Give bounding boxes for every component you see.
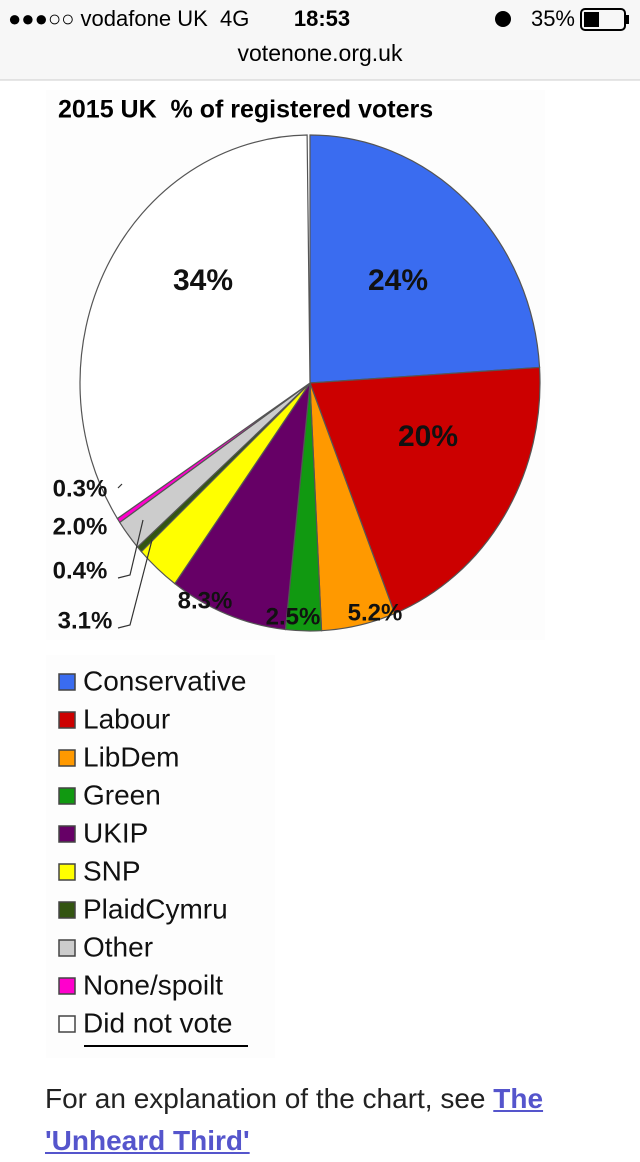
data-label: 24% bbox=[368, 264, 428, 297]
data-label: 8.3% bbox=[178, 587, 233, 614]
paragraph: For an explanation of the chart, see bbox=[45, 1083, 494, 1114]
pie-slice bbox=[309, 134, 541, 384]
body-text: For an explanation of the chart, see The… bbox=[45, 1078, 615, 1162]
carrier: ●●●○○ vodafone UK 4G bbox=[8, 6, 249, 31]
url[interactable]: votenone.org.uk bbox=[238, 40, 403, 66]
legend: Conservative Labour LibDem Green UKIP SNP Plai… bbox=[58, 665, 246, 1038]
legend-label: Other bbox=[83, 931, 153, 962]
chart-title: 2015 UK % of registered voters bbox=[58, 96, 433, 124]
data-label: 0.4% bbox=[53, 557, 108, 584]
legend-swatch bbox=[58, 977, 76, 995]
data-label: 34% bbox=[173, 264, 233, 297]
leader-line bbox=[117, 539, 153, 629]
legend-bg bbox=[46, 655, 275, 1058]
legend-swatch bbox=[58, 749, 76, 767]
battery-tip bbox=[626, 15, 629, 24]
screen: ●●●○○ vodafone UK 4G 18:53 35% votenone.… bbox=[0, 0, 640, 1058]
legend-swatch bbox=[58, 673, 76, 691]
pie-slice bbox=[79, 134, 311, 520]
data-label: 2.5% bbox=[266, 603, 321, 630]
battery-text: 35% bbox=[531, 6, 575, 31]
legend-label: SNP bbox=[83, 855, 141, 886]
status-bar-bg bbox=[0, 0, 640, 80]
legend-label: None/spoilt bbox=[83, 969, 223, 1000]
data-label: 20% bbox=[398, 420, 458, 453]
legend-label: Green bbox=[83, 779, 161, 810]
legend-label: PlaidCymru bbox=[83, 893, 228, 924]
legend-label: Conservative bbox=[83, 665, 246, 696]
pie: 24% 20% 5.2% 2.5% 8.3% 3.1% 0.4% 2.0% 0.3% 34% bbox=[53, 134, 541, 634]
clock: 18:53 bbox=[294, 6, 350, 31]
legend-swatch bbox=[58, 711, 76, 729]
legend-label: Labour bbox=[83, 703, 170, 734]
battery-icon bbox=[580, 8, 626, 31]
legend-swatch bbox=[58, 825, 76, 843]
data-label: 3.1% bbox=[58, 607, 113, 634]
data-label: 5.2% bbox=[348, 599, 403, 626]
leader-line bbox=[117, 519, 144, 579]
legend-swatch bbox=[58, 787, 76, 805]
pie-slice bbox=[173, 382, 311, 631]
data-label: 0.3% bbox=[53, 475, 108, 502]
legend-label: UKIP bbox=[83, 817, 148, 848]
legend-swatch bbox=[58, 863, 76, 881]
legend-swatch bbox=[58, 1015, 76, 1033]
legend-label: LibDem bbox=[83, 741, 179, 772]
legend-label: Did not vote bbox=[83, 1007, 232, 1038]
leader-line bbox=[117, 483, 123, 489]
legend-swatch bbox=[58, 939, 76, 957]
battery-level bbox=[584, 12, 599, 27]
data-label: 2.0% bbox=[53, 513, 108, 540]
legend-swatch bbox=[58, 901, 76, 919]
pie-slice bbox=[309, 366, 541, 615]
alarm-icon bbox=[495, 11, 511, 27]
